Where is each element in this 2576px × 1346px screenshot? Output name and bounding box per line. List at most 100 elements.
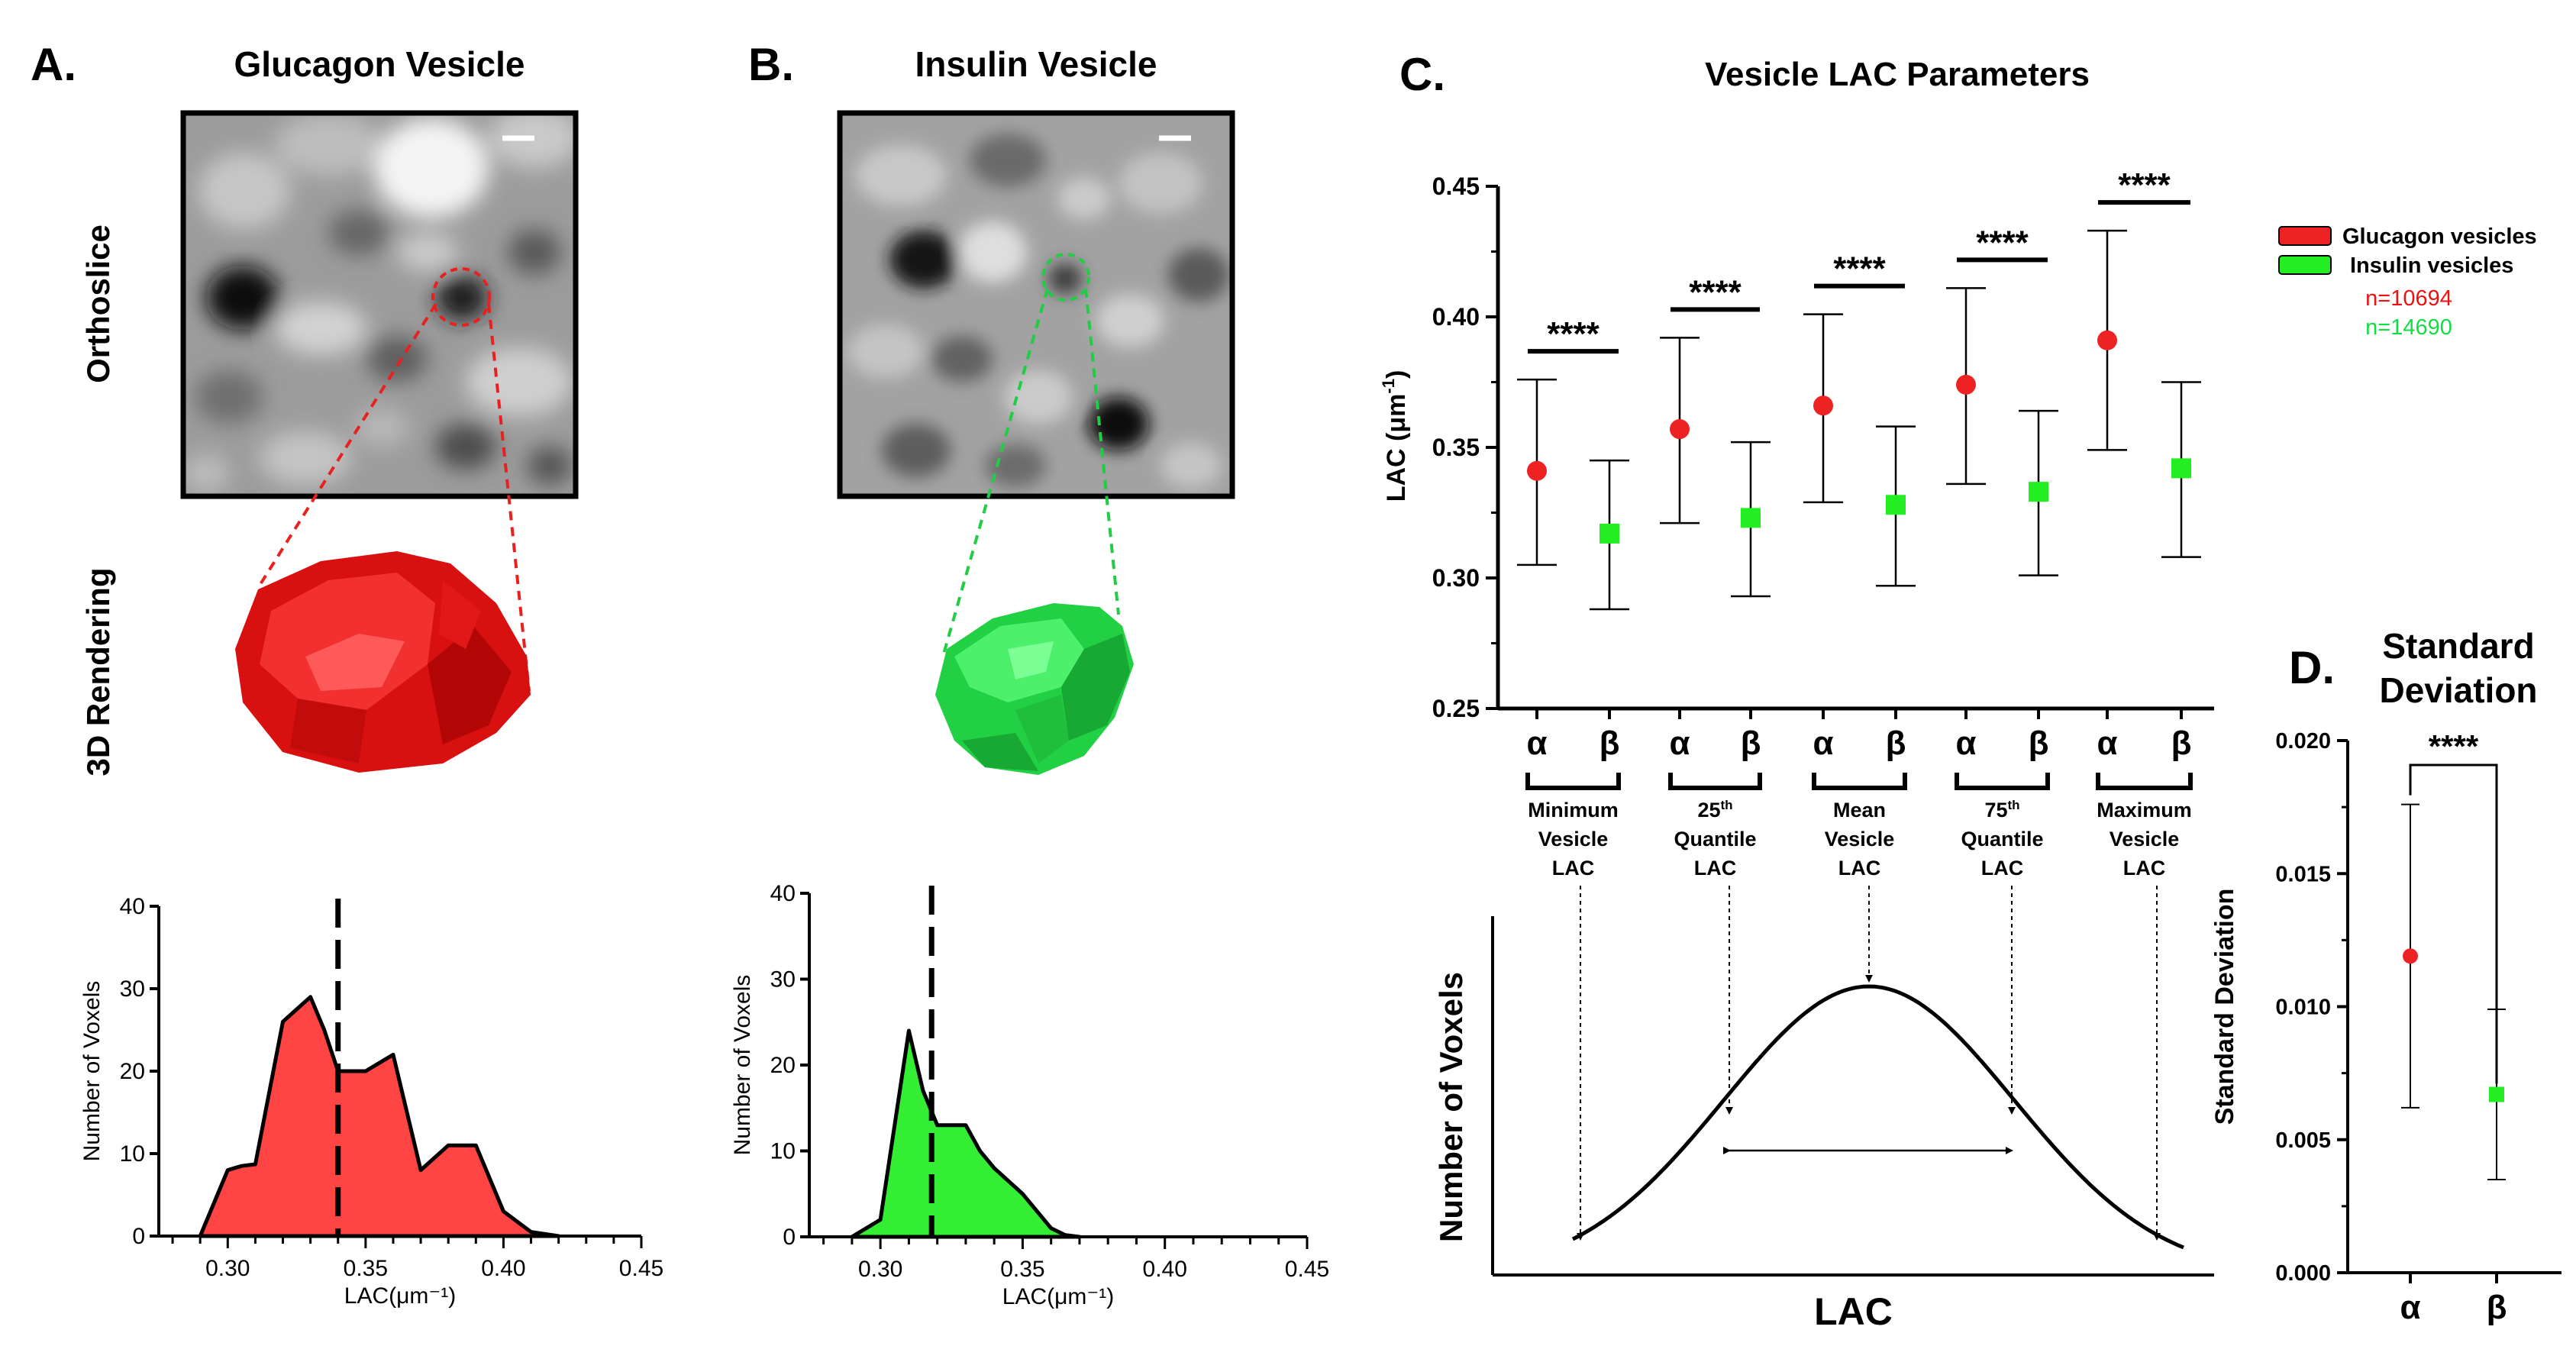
c-category-main: 25 [1697,799,1720,821]
legend-swatch-insulin [2278,255,2332,275]
hist-insulin-ytick-label: 20 [770,1053,796,1078]
hist-glucagon-ytick-label: 20 [120,1059,145,1084]
c-category-bracket [1812,773,1907,790]
hist-insulin-ytick-label: 30 [770,967,796,993]
d-ytick-label: 0.020 [2275,729,2331,754]
hist-glucagon-ylabel: Number of Voxels [79,981,105,1162]
c-alpha-label: α [1669,725,1690,762]
c-significance-stars: **** [1833,250,1886,288]
c-category-line1: Minimum [1528,799,1619,821]
c-significance-stars: **** [1976,224,2029,261]
c-glucagon-point [1670,419,1690,440]
c-category-bracket [1668,773,1762,790]
c-category-main: Minimum [1528,799,1619,821]
c-insulin-point [1886,495,1906,515]
row-label-3d-rendering: 3D Rendering [80,567,116,776]
projection-line-a-right [487,303,531,692]
c-insulin-point [2029,482,2048,502]
d-glucagon-point [2403,948,2418,964]
schematic-distribution: LAC Number of Voxels [1433,886,2214,1333]
c-category-line3: LAC [2123,857,2166,880]
orthoslice-insulin-image [837,110,1235,499]
c-category-line3: LAC [1838,857,1881,880]
c-beta-label: β [1741,725,1761,762]
histogram-insulin: 0 10 20 30 40 0.30 0.35 0.40 0.45 LAC(μm⁻¹) Number… [730,881,1329,1309]
c-category-bracket [2096,773,2193,790]
panel-a-title: Glucagon Vesicle [234,44,525,84]
c-category-main: Mean [1833,799,1886,821]
lac-parameters-chart: 0.25 0.30 0.35 0.40 0.45 LAC (μm-1) **** **** **… [1379,166,2214,880]
c-category-main: 75 [1984,799,2007,821]
panel-d-title-line2: Deviation [2379,670,2537,710]
c-category-line3: LAC [1552,857,1595,880]
c-beta-label: β [2171,725,2192,762]
schematic-curve [1571,984,2184,1250]
hist-insulin-ytick-label: 10 [770,1139,796,1164]
hist-glucagon-ytick-label: 0 [132,1224,145,1249]
c-glucagon-point [1813,395,1833,416]
c-category-line1: Maximum [2097,799,2192,821]
c-insulin-point [2171,458,2191,479]
std-dev-chart: 0.000 0.005 0.010 0.015 0.020 Standard Deviat… [2210,728,2561,1326]
c-ytick-label: 0.25 [1432,695,1480,722]
hist-insulin-xtick-label: 0.40 [1143,1257,1187,1282]
c-category-bracket [1525,773,1621,790]
hist-insulin-ylabel: Number of Voxels [730,975,755,1156]
panel-b-title: Insulin Vesicle [915,44,1157,84]
c-alpha-label: α [1813,725,1833,762]
c-category-line3: LAC [1981,857,2024,880]
hist-glucagon-xtick-label: 0.45 [619,1256,663,1281]
hist-glucagon-xtick-label: 0.30 [205,1256,250,1281]
d-ytick-label: 0.010 [2275,996,2331,1020]
hist-insulin-xtick-label: 0.35 [1000,1257,1044,1282]
rendering-glucagon-vesicle [235,551,531,773]
c-significance-stars: **** [1547,315,1600,353]
c-beta-label: β [1600,725,1620,762]
d-category-label: α [2400,1289,2420,1326]
legend-n-glucagon: n=10694 [2365,286,2452,311]
c-category-sup: th [1721,798,1733,812]
c-glucagon-point [1956,374,1976,395]
c-category-line2: Quantile [1674,828,1756,851]
hist-insulin-xtick-label: 0.30 [858,1257,902,1282]
c-glucagon-point [1527,460,1547,481]
c-alpha-label: α [1955,725,1976,762]
panel-a-letter: A. [31,39,76,90]
d-ytick-label: 0.000 [2275,1261,2331,1286]
c-glucagon-point [2097,330,2117,350]
orthoslice-glucagon-image [180,110,579,499]
hist-glucagon-ytick-label: 30 [120,976,145,1002]
row-label-orthoslice: Orthoslice [80,224,116,383]
c-category-line2: Quantile [1961,828,2043,851]
c-category-sup: th [2008,798,2020,812]
panel-d-letter: D. [2289,642,2335,693]
c-ytick-label: 0.40 [1432,303,1480,331]
c-category-line1: Mean [1833,799,1886,821]
legend-label-insulin: Insulin vesicles [2350,253,2513,278]
c-alpha-label: α [1526,725,1547,762]
c-ylabel-main: LAC (μm [1382,394,1411,502]
projection-line-a-left [257,302,437,589]
c-ytick-label: 0.30 [1432,564,1480,592]
c-ylabel: LAC (μm-1) [1379,370,1411,502]
c-ytick-label: 0.35 [1432,434,1480,461]
c-significance-stars: **** [1689,273,1742,311]
d-ytick-label: 0.015 [2275,862,2331,886]
schematic-ylabel: Number of Voxels [1433,972,1469,1242]
hist-insulin-area [850,1028,1082,1239]
c-ylabel-sup: -1 [1379,379,1398,394]
legend-c: Glucagon vesicles Insulin vesicles n=106… [2278,224,2537,340]
hist-insulin-xtick-label: 0.45 [1285,1257,1329,1282]
c-category-bracket [1955,773,2050,790]
c-category-line2: Vesicle [1538,828,1609,851]
panel-b-letter: B. [748,39,794,90]
panel-d-title-line1: Standard [2382,626,2534,666]
schematic-xlabel: LAC [1814,1290,1893,1333]
c-category-line3: LAC [1694,857,1737,880]
c-category-line1: 25th [1697,798,1732,821]
hist-glucagon-xlabel: LAC(μm⁻¹) [344,1283,456,1309]
c-category-main: Maximum [2097,799,2192,821]
rendering-insulin-vesicle [935,603,1134,775]
c-category-line2: Vesicle [1825,828,1895,851]
